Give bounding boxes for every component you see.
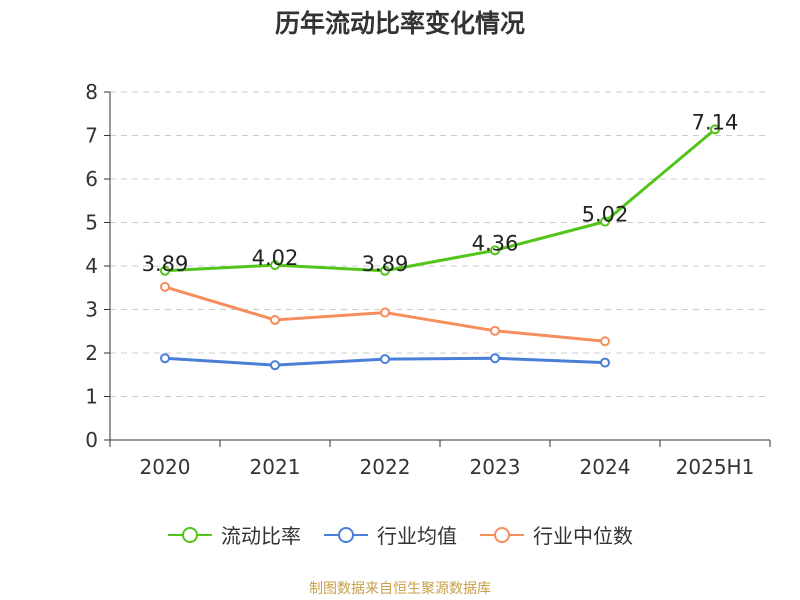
data-point-1: [490, 353, 500, 364]
legend-item-industry-median[interactable]: 行业中位数: [479, 520, 633, 549]
y-tick-label: 1: [85, 385, 98, 409]
x-tick-label: 2025H1: [676, 455, 755, 479]
chart-title: 历年流动比率变化情况: [274, 9, 525, 38]
legend: 流动比率 行业均值 行业中位数: [0, 520, 800, 549]
y-tick-label: 0: [85, 428, 98, 452]
data-point-2: [380, 307, 390, 318]
line-chart: 0 1 2 3 4 5 6 7 8 2020 2021 2022 2023 2024 2025H1 3.89 4…: [85, 80, 771, 479]
data-point-2: [270, 314, 280, 325]
legend-label: 流动比率: [221, 524, 301, 548]
x-tick-label: 2023: [470, 455, 521, 479]
y-tick-label: 8: [85, 80, 98, 104]
x-tick-label: 2020: [140, 455, 191, 479]
data-point-0: [380, 265, 390, 276]
data-point-0: [600, 216, 610, 227]
data-point-2: [490, 325, 500, 336]
legend-label: 行业中位数: [533, 524, 633, 548]
data-point-2: [600, 336, 610, 347]
data-point-1: [380, 354, 390, 365]
data-label: 4.02: [252, 246, 299, 270]
data-label: 5.02: [582, 203, 629, 227]
data-point-1: [600, 357, 610, 368]
y-tick-label: 4: [85, 254, 98, 278]
data-point-0: [490, 245, 500, 256]
legend-marker-current-ratio: [168, 526, 212, 543]
data-label: 4.36: [472, 231, 519, 255]
y-tick-label: 2: [85, 341, 98, 365]
data-label: 7.14: [692, 110, 739, 134]
legend-label: 行业均值: [377, 524, 457, 548]
data-point-0: [270, 260, 280, 271]
x-tick-label: 2021: [250, 455, 301, 479]
y-tick-label: 3: [85, 298, 98, 322]
data-source-note: 制图数据来自恒生聚源数据库: [309, 581, 491, 597]
x-tick-label: 2022: [360, 455, 411, 479]
x-tick-label: 2024: [580, 455, 631, 479]
y-tick-label: 6: [85, 167, 98, 191]
data-point-1: [270, 360, 280, 371]
y-tick-label: 5: [85, 211, 98, 235]
series-line-0: [164, 128, 716, 273]
legend-marker-industry-median: [480, 526, 524, 543]
data-point-0: [160, 265, 170, 276]
y-tick-label: 7: [85, 124, 98, 148]
legend-marker-industry-mean: [324, 526, 368, 543]
data-point-2: [160, 281, 170, 292]
data-point-0: [710, 124, 720, 135]
legend-item-industry-mean[interactable]: 行业均值: [323, 520, 457, 549]
data-point-1: [160, 353, 170, 364]
data-label: 3.89: [362, 252, 409, 276]
data-label: 3.89: [142, 252, 189, 276]
legend-item-current-ratio[interactable]: 流动比率: [167, 520, 301, 549]
